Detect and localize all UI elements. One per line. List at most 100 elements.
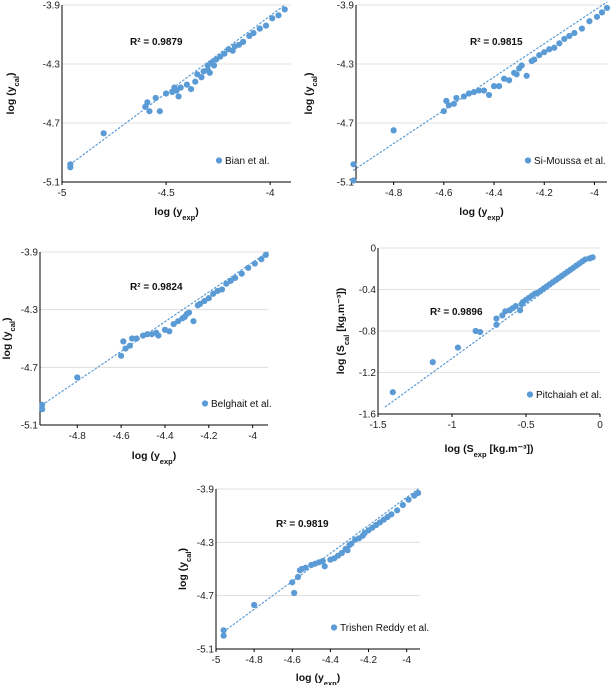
data-point	[593, 13, 601, 20]
y-tick-label: -4.7	[337, 119, 355, 130]
legend-label: Pitchaiah et al.	[536, 390, 602, 401]
y-axis-title: log (ycal)	[303, 73, 319, 115]
data-point	[262, 22, 270, 29]
data-point	[348, 540, 355, 547]
x-tick-label: -4.2	[536, 188, 554, 199]
y-axis-title: log (ycal)	[177, 548, 193, 590]
data-point	[251, 260, 258, 267]
x-tick-label: -5	[212, 655, 221, 666]
data-point	[281, 6, 288, 13]
x-axis-title: log (yexp)	[154, 206, 198, 222]
y-tick-label: -3.9	[43, 1, 61, 12]
data-point	[177, 84, 184, 91]
x-tick-label: -1.5	[369, 420, 387, 431]
x-tick-label: -4.2	[360, 655, 378, 666]
data-point	[250, 29, 257, 37]
r-squared-annotation: R² = 0.9815	[470, 37, 523, 48]
r-squared-annotation: R² = 0.9879	[130, 37, 183, 48]
data-point	[205, 295, 212, 302]
data-point	[394, 507, 401, 514]
data-point	[220, 632, 227, 639]
data-point	[523, 72, 530, 79]
data-point	[414, 489, 422, 497]
data-point	[183, 81, 191, 88]
data-point	[192, 78, 199, 85]
data-point	[500, 75, 508, 82]
x-tick-label: -4	[402, 655, 411, 666]
data-point	[485, 91, 493, 99]
x-tick-label: -0.5	[517, 420, 535, 431]
data-point	[262, 251, 269, 258]
data-point	[238, 270, 245, 277]
data-point	[187, 85, 195, 93]
y-tick-label: -4.3	[43, 60, 61, 71]
y-tick-label: 0	[370, 244, 376, 255]
data-point	[170, 320, 177, 328]
data-point	[512, 303, 519, 310]
data-point	[126, 342, 133, 349]
legend-label: Si-Moussa et al.	[534, 156, 606, 167]
chart-panel-1: -5.1 -4.7 -4.3 -3.9 -5 -4.5 -4 R² = 0.9879 Bian …	[5, 1, 291, 222]
y-tick-label: -3.9	[197, 485, 215, 496]
x-tick-label: -5	[58, 188, 67, 199]
chart-panel-2: -5.1 -4.7 -4.3 -3.9 -4.8 -4.6 -4.4 -4.2 -4 R² = 0…	[303, 1, 611, 222]
data-point	[245, 264, 252, 271]
y-tick-label: -4.3	[337, 60, 355, 71]
x-tick-label: -4.8	[69, 431, 87, 442]
chart-panel-3: -5.1 -4.7 -4.3 -3.9 -4.8 -4.6 -4.4 -4.2 -4 R² = 0…	[1, 248, 272, 466]
y-axis-title: log (ycal)	[5, 73, 21, 115]
x-tick-label: -4.4	[322, 655, 340, 666]
data-point	[144, 99, 151, 106]
data-point	[144, 331, 151, 338]
x-axis-title: log (yexp)	[132, 450, 176, 466]
x-tick-label: -4.6	[112, 431, 130, 442]
x-tick-label: -4	[266, 188, 275, 199]
data-point	[405, 496, 412, 503]
data-point	[221, 50, 228, 57]
x-tick-label: 0	[597, 420, 603, 431]
data-point	[166, 328, 173, 335]
data-point	[146, 108, 153, 115]
x-tick-label: -4.8	[385, 188, 403, 199]
data-point	[493, 321, 500, 328]
data-point	[39, 401, 46, 408]
data-point	[162, 90, 170, 97]
data-point	[319, 557, 326, 565]
x-tick-label: -1	[448, 420, 457, 431]
legend-marker	[201, 400, 209, 407]
data-point	[294, 573, 302, 581]
data-point	[251, 601, 258, 609]
data-point	[589, 254, 596, 261]
data-point	[480, 87, 488, 94]
data-point	[536, 52, 543, 59]
data-point	[220, 627, 227, 634]
data-point	[232, 274, 239, 282]
data-point	[210, 62, 218, 69]
data-point	[561, 35, 568, 43]
legend-marker	[215, 157, 223, 164]
data-point	[196, 300, 204, 307]
y-tick-label: -3.9	[21, 248, 39, 259]
data-point	[440, 108, 447, 115]
data-point	[460, 93, 468, 100]
trendline	[352, 1, 608, 171]
data-point	[74, 374, 81, 381]
data-point	[218, 286, 226, 293]
data-point	[453, 94, 460, 102]
data-point	[133, 335, 140, 342]
data-point	[518, 62, 525, 69]
x-tick-label: -4.6	[435, 188, 453, 199]
data-point	[289, 579, 296, 586]
data-point	[321, 563, 328, 570]
data-point	[541, 49, 548, 56]
data-point	[470, 88, 478, 96]
trendline	[69, 4, 286, 165]
y-tick-label: -5.1	[43, 178, 61, 189]
data-point	[122, 345, 129, 352]
data-point	[429, 359, 436, 366]
data-point	[495, 83, 503, 90]
data-point	[120, 338, 127, 345]
trendline	[41, 251, 269, 406]
y-tick-label: -0.4	[359, 285, 377, 296]
